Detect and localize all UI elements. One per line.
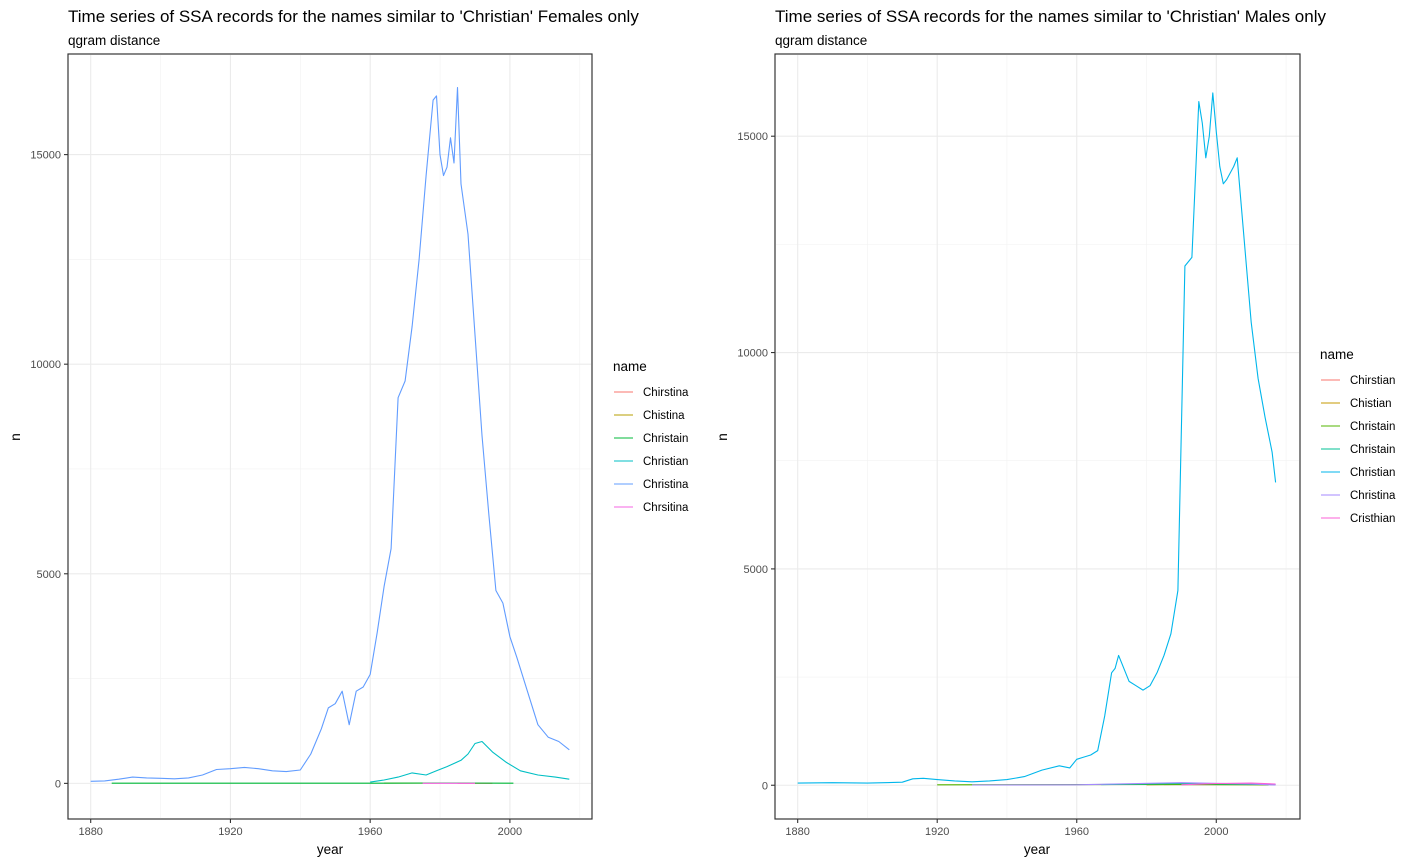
male-chart-subtitle: qgram distance — [775, 33, 867, 48]
male-chart-title: Time series of SSA records for the names… — [775, 7, 1326, 26]
male-y-tick-label: 15000 — [737, 131, 768, 143]
female-x-tick-label: 2000 — [498, 826, 522, 838]
male-legend-label: Christian — [1350, 467, 1395, 479]
female-y-ticks: 0 5000 10000 15000 — [30, 150, 68, 790]
male-legend-label: Chistian — [1350, 398, 1392, 410]
male-x-tick-label: 1920 — [925, 826, 949, 838]
male-y-tick-label: 10000 — [737, 348, 768, 360]
female-y-tick-label: 10000 — [30, 359, 61, 371]
female-legend-label: Chirstina — [643, 387, 689, 399]
male-series-line-5 — [797, 92, 1277, 784]
female-y-axis-label: n — [8, 433, 23, 441]
male-y-axis-label: n — [715, 433, 730, 441]
female-legend-label: Christina — [643, 479, 689, 491]
female-x-tick-label: 1880 — [78, 826, 102, 838]
female-legend-label: Chrsitina — [643, 502, 689, 514]
female-legend-label: Christian — [643, 456, 688, 468]
male-legend-title: name — [1320, 347, 1354, 362]
female-y-tick-label: 15000 — [30, 150, 61, 162]
male-series-line-6 — [972, 782, 1276, 786]
female-y-tick-label: 0 — [55, 778, 61, 790]
male-chart: Time series of SSA records for the names… — [715, 7, 1396, 857]
female-chart: Time series of SSA records for the names… — [8, 7, 689, 857]
male-legend-label: Cristhian — [1350, 513, 1395, 525]
male-legend-label: Christain — [1350, 421, 1395, 433]
male-x-ticks: 1880 1920 1960 2000 — [785, 819, 1229, 838]
female-series-group — [90, 86, 570, 784]
female-legend-label: Christain — [643, 433, 688, 445]
female-x-tick-label: 1960 — [358, 826, 382, 838]
male-y-ticks: 0 5000 10000 15000 — [737, 131, 775, 792]
male-grid-minor — [775, 54, 1300, 819]
male-legend-label: Christain — [1350, 444, 1395, 456]
female-chart-subtitle: qgram distance — [68, 33, 160, 48]
male-plot-panel — [774, 53, 1301, 820]
male-x-tick-label: 2000 — [1204, 826, 1228, 838]
male-series-line-7 — [1181, 782, 1276, 786]
female-chart-title: Time series of SSA records for the names… — [68, 7, 639, 26]
female-series-line-4 — [370, 740, 570, 783]
female-plot-border — [67, 53, 593, 820]
male-y-tick-label: 5000 — [744, 564, 768, 576]
male-legend-label: Christina — [1350, 490, 1396, 502]
male-grid-major — [775, 54, 1300, 819]
male-x-tick-label: 1880 — [785, 826, 809, 838]
female-series-line-5 — [90, 86, 570, 782]
female-legend: Chirstina Chistina Christain Christian Chris… — [614, 387, 689, 514]
male-x-axis-label: year — [1024, 842, 1051, 857]
male-plot-border — [774, 53, 1301, 820]
female-grid-minor — [68, 54, 592, 819]
female-legend-title: name — [613, 359, 647, 374]
male-series-group — [797, 92, 1277, 786]
female-x-ticks: 1880 1920 1960 2000 — [78, 819, 522, 838]
male-y-tick-label: 0 — [762, 780, 768, 792]
male-legend: Chirstian Chistian Christain Christain Chris… — [1321, 375, 1396, 525]
male-legend-label: Chirstian — [1350, 375, 1395, 387]
female-legend-label: Chistina — [643, 410, 685, 422]
female-x-tick-label: 1920 — [218, 826, 242, 838]
male-x-tick-label: 1960 — [1065, 826, 1089, 838]
female-y-tick-label: 5000 — [37, 569, 61, 581]
female-plot-panel — [67, 53, 593, 820]
female-x-axis-label: year — [317, 842, 344, 857]
